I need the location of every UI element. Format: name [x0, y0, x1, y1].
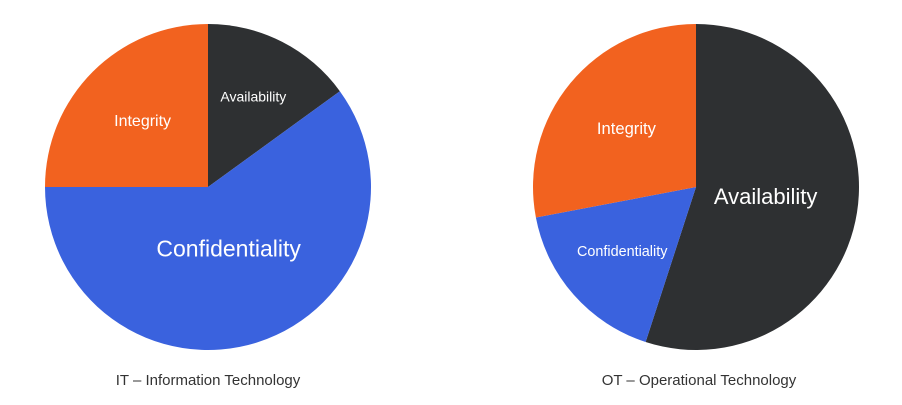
slice-label: Availability	[714, 184, 818, 209]
pie-slice	[45, 24, 208, 187]
slice-label: Integrity	[597, 119, 657, 138]
slice-label: Confidentiality	[156, 236, 301, 262]
slice-label: Availability	[220, 89, 286, 105]
chart-title: IT – Information Technology	[116, 372, 301, 389]
pie-slice	[645, 24, 860, 350]
pie-slice	[208, 24, 340, 187]
slice-label: Confidentiality	[577, 244, 668, 260]
pie-slice	[45, 91, 371, 350]
chart-title: OT – Operational Technology	[602, 372, 797, 389]
pie-slice	[535, 187, 696, 343]
slice-label: Integrity	[114, 113, 171, 130]
pie-slice	[533, 24, 696, 218]
